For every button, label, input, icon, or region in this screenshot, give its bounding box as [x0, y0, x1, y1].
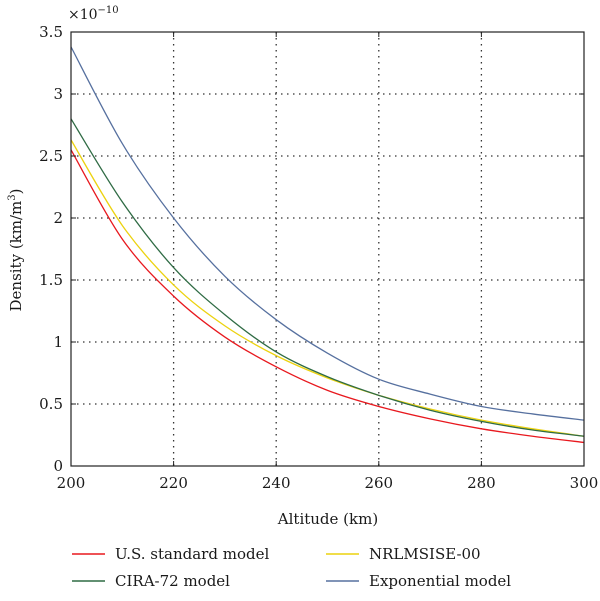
x-axis-label: Altitude (km): [277, 510, 378, 528]
x-tick-label: 280: [467, 474, 496, 492]
y-tick-label: 1: [53, 333, 63, 351]
series-lines: [70, 46, 585, 444]
y-multiplier: ×10−10: [68, 5, 119, 23]
legend-label: Exponential model: [369, 572, 511, 590]
legend-label: NRLMSISE-00: [369, 545, 481, 563]
grid: [71, 32, 584, 466]
legend-label: U.S. standard model: [115, 545, 269, 563]
tick-labels: 200 220 240 260 280 300 0 0.5 1 1.5 2 2.5 3 3.5: [39, 23, 598, 492]
y-axis-label: Density (km/m3): [7, 188, 25, 311]
x-tick-label: 300: [570, 474, 599, 492]
series-line-3: [70, 118, 585, 437]
x-tick-label: 260: [364, 474, 393, 492]
y-tick-label: 2.5: [39, 147, 63, 165]
axis-ticks: [70, 31, 585, 467]
y-tick-label: 3.5: [39, 23, 63, 41]
plot-frame: [70, 31, 585, 467]
legend-label: CIRA-72 model: [115, 572, 230, 590]
series-line-4: [70, 46, 585, 421]
y-tick-label: 1.5: [39, 271, 63, 289]
y-tick-label: 0: [53, 457, 63, 475]
y-tick-label: 3: [53, 85, 63, 103]
y-tick-label: 0.5: [39, 395, 63, 413]
series-line-1: [70, 149, 585, 444]
y-tick-label: 2: [53, 209, 63, 227]
x-tick-label: 220: [159, 474, 188, 492]
x-tick-label: 240: [262, 474, 291, 492]
legend: U.S. standard model NRLMSISE-00 CIRA-72 mo…: [72, 545, 511, 590]
series-line-2: [70, 139, 585, 437]
x-tick-label: 200: [57, 474, 86, 492]
